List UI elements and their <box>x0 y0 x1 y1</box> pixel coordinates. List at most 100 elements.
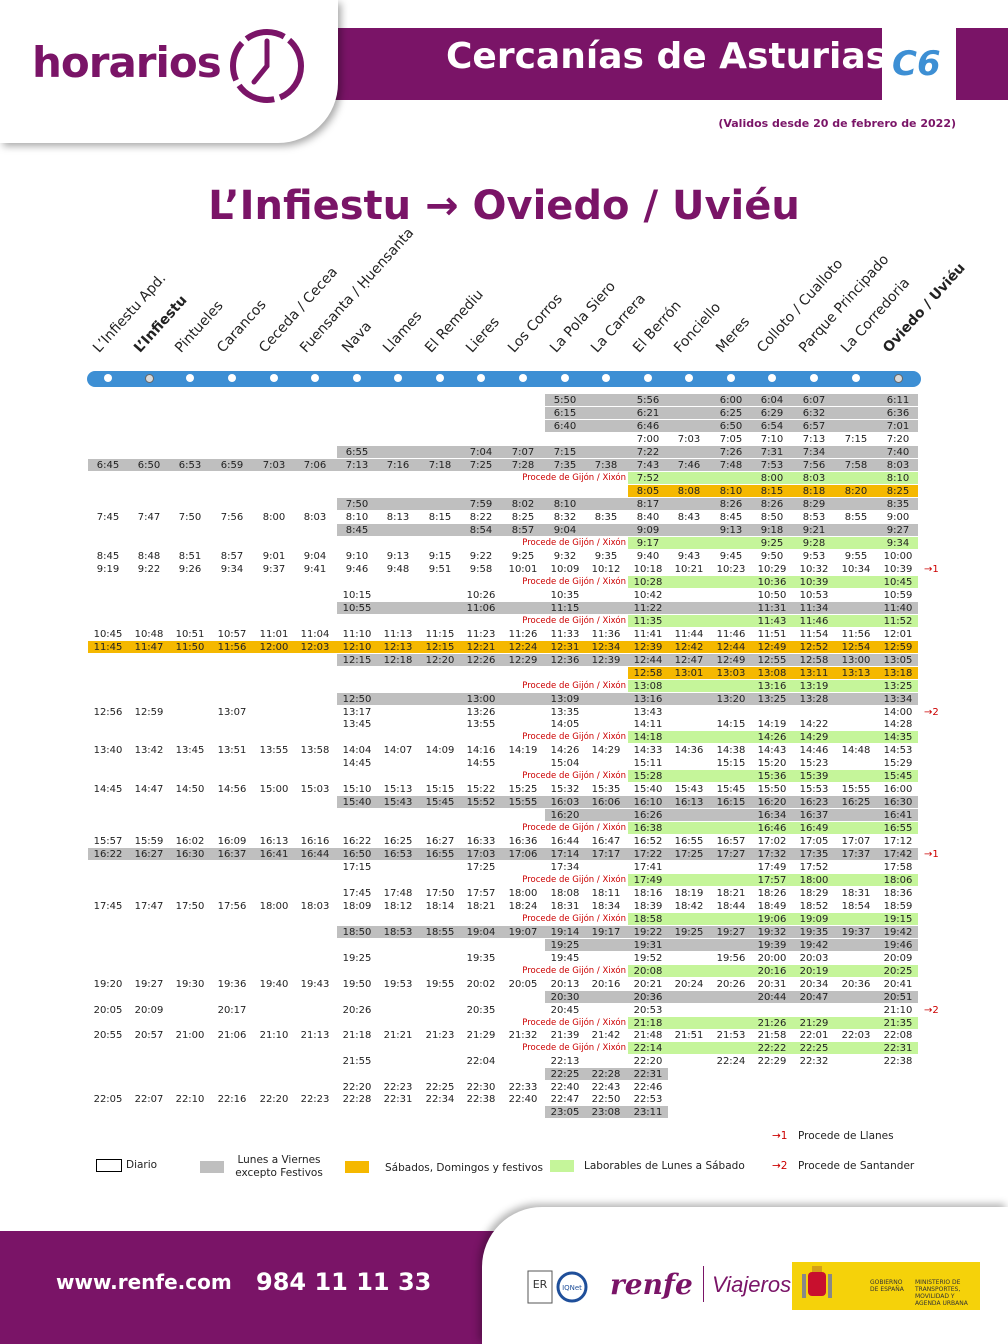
departure-time: 11:47 <box>134 641 164 653</box>
departure-time: 13:11 <box>799 667 829 679</box>
departure-time: 14:47 <box>134 783 164 795</box>
departure-time: 17:14 <box>550 848 580 860</box>
departure-time: 22:32 <box>799 1055 829 1067</box>
departure-time: 8:22 <box>469 511 493 523</box>
departure-time: 14:38 <box>716 744 746 756</box>
departure-time: 14:09 <box>425 744 455 756</box>
departure-time: 9:45 <box>719 550 743 562</box>
departure-time: 15:55 <box>841 783 871 795</box>
departure-time: 9:00 <box>886 511 910 523</box>
departure-time: 9:17 <box>636 537 660 549</box>
service-band <box>628 965 918 977</box>
departure-time: 12:55 <box>757 654 787 666</box>
departure-time: 17:56 <box>217 900 247 912</box>
departure-time: 9:19 <box>96 563 120 575</box>
departure-time: 12:39 <box>633 641 663 653</box>
departure-time: 21:26 <box>757 1017 787 1029</box>
departure-time: 12:42 <box>674 641 704 653</box>
origin-note: Procede de Gijón / Xixón <box>522 965 626 976</box>
service-band <box>88 848 918 860</box>
departure-time: 16:26 <box>633 809 663 821</box>
departure-time: 13:16 <box>633 693 663 705</box>
departure-time: 10:53 <box>799 589 829 601</box>
departure-time: 11:01 <box>259 628 289 640</box>
departure-time: 9:15 <box>428 550 452 562</box>
departure-time: 17:07 <box>841 835 871 847</box>
departure-time: 9:40 <box>636 550 660 562</box>
departure-time: 20:26 <box>716 978 746 990</box>
station-dot <box>436 374 444 382</box>
departure-time: 13:17 <box>342 706 372 718</box>
departure-time: 7:38 <box>594 459 618 471</box>
departure-time: 15:28 <box>633 770 663 782</box>
departure-time: 10:55 <box>342 602 372 614</box>
departure-time: 11:13 <box>383 628 413 640</box>
departure-time: 13:08 <box>633 680 663 692</box>
departure-time: 20:44 <box>757 991 787 1003</box>
departure-time: 13:13 <box>841 667 871 679</box>
station-dot <box>644 374 652 382</box>
departure-time: 8:51 <box>178 550 202 562</box>
departure-time: 9:35 <box>594 550 618 562</box>
departure-time: 18:26 <box>757 887 787 899</box>
service-band <box>545 407 918 419</box>
departure-time: 23:11 <box>633 1106 663 1118</box>
departure-time: 8:53 <box>802 511 826 523</box>
departure-time: 11:51 <box>757 628 787 640</box>
departure-time: 15:32 <box>550 783 580 795</box>
departure-time: 13:35 <box>550 706 580 718</box>
departure-time: 10:09 <box>550 563 580 575</box>
departure-time: 17:47 <box>134 900 164 912</box>
departure-time: 12:10 <box>342 641 372 653</box>
departure-time: 18:31 <box>550 900 580 912</box>
departure-time: 9:22 <box>469 550 493 562</box>
departure-time: 15:11 <box>633 757 663 769</box>
departure-time: 15:13 <box>383 783 413 795</box>
departure-time: 16:09 <box>217 835 247 847</box>
departure-time: 12:59 <box>134 706 164 718</box>
departure-time: 22:20 <box>342 1081 372 1093</box>
departure-time: 12:52 <box>799 641 829 653</box>
departure-time: 16:47 <box>591 835 621 847</box>
departure-time: 11:10 <box>342 628 372 640</box>
departure-time: 18:31 <box>841 887 871 899</box>
departure-time: 12:20 <box>425 654 455 666</box>
departure-time: 16:33 <box>466 835 496 847</box>
departure-time: 15:40 <box>342 796 372 808</box>
departure-time: 22:28 <box>342 1093 372 1105</box>
departure-time: 11:31 <box>757 602 787 614</box>
departure-time: 9:51 <box>428 563 452 575</box>
departure-time: 19:36 <box>217 978 247 990</box>
departure-time: 14:36 <box>674 744 704 756</box>
departure-time: 22:46 <box>633 1081 663 1093</box>
departure-time: 11:22 <box>633 602 663 614</box>
departure-time: 18:03 <box>300 900 330 912</box>
legend-daily: Diario <box>126 1159 158 1171</box>
origin-note: Procede de Gijón / Xixón <box>522 1042 626 1053</box>
departure-time: 7:40 <box>886 446 910 458</box>
station-dot <box>311 374 319 382</box>
origin-note: Procede de Gijón / Xixón <box>522 913 626 924</box>
departure-time: 18:39 <box>633 900 663 912</box>
departure-time: 5:50 <box>553 394 577 406</box>
departure-time: 8:57 <box>511 524 535 536</box>
header-bar <box>300 28 882 100</box>
departure-time: 22:05 <box>93 1093 123 1105</box>
departure-time: 14:48 <box>841 744 871 756</box>
departure-time: 9:48 <box>386 563 410 575</box>
departure-time: 19:27 <box>134 978 164 990</box>
service-band <box>628 576 918 588</box>
website-link[interactable]: www.renfe.com <box>56 1270 232 1294</box>
departure-time: 6:07 <box>802 394 826 406</box>
departure-time: 21:18 <box>342 1029 372 1041</box>
note-2-mark: →2 <box>772 1160 788 1172</box>
departure-time: 8:10 <box>719 485 743 497</box>
departure-time: 7:43 <box>636 459 660 471</box>
departure-time: 14:50 <box>175 783 205 795</box>
departure-time: 20:41 <box>883 978 913 990</box>
departure-time: 20:36 <box>841 978 871 990</box>
departure-time: 22:20 <box>633 1055 663 1067</box>
departure-time: 12:39 <box>591 654 621 666</box>
departure-time: 16:44 <box>550 835 580 847</box>
departure-time: 17:48 <box>383 887 413 899</box>
